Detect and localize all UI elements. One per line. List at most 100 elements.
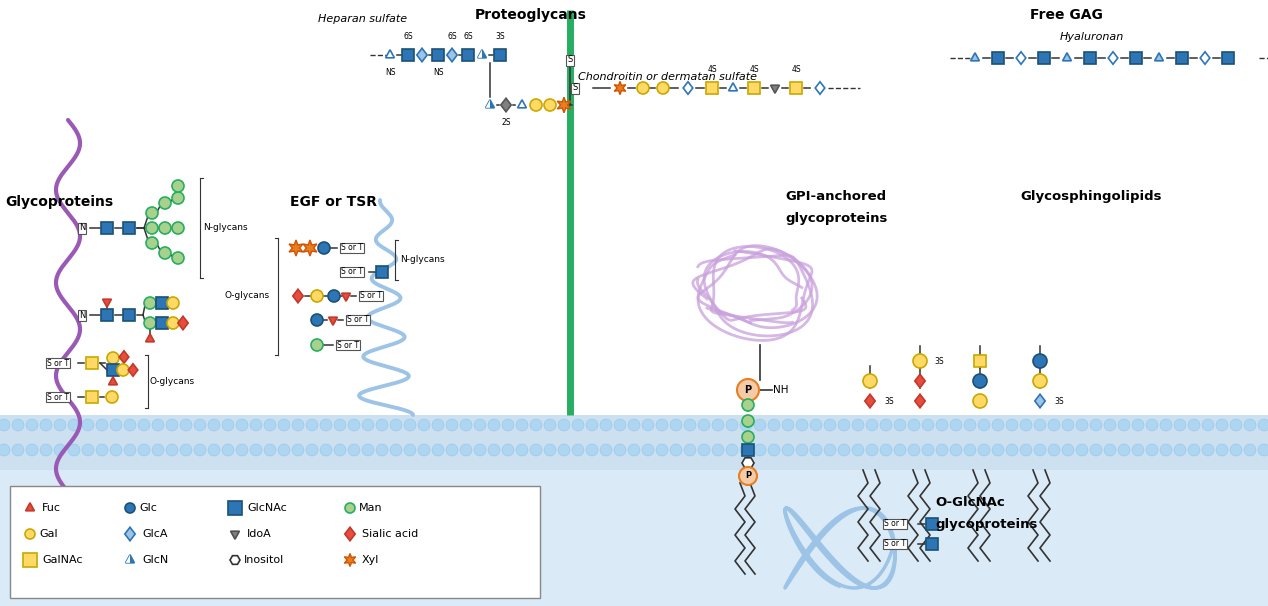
Circle shape (1019, 419, 1032, 431)
Circle shape (697, 444, 710, 456)
Polygon shape (109, 377, 118, 385)
Circle shape (82, 419, 94, 431)
Circle shape (96, 444, 108, 456)
Circle shape (328, 290, 340, 302)
Circle shape (292, 419, 304, 431)
Circle shape (978, 444, 990, 456)
Circle shape (68, 444, 80, 456)
Circle shape (418, 419, 430, 431)
Circle shape (558, 444, 571, 456)
Circle shape (166, 444, 178, 456)
Circle shape (992, 444, 1004, 456)
Polygon shape (446, 48, 458, 62)
Text: O-GlcNAc: O-GlcNAc (935, 496, 1004, 509)
Circle shape (250, 444, 262, 456)
Circle shape (502, 444, 514, 456)
Circle shape (530, 419, 541, 431)
Bar (1038, 52, 1050, 64)
Circle shape (614, 444, 626, 456)
Circle shape (1090, 419, 1102, 431)
Circle shape (768, 419, 780, 431)
Circle shape (1047, 419, 1060, 431)
Circle shape (516, 419, 527, 431)
Circle shape (838, 419, 850, 431)
Circle shape (614, 419, 626, 431)
Circle shape (992, 419, 1004, 431)
Polygon shape (614, 81, 625, 95)
Circle shape (586, 444, 598, 456)
Text: GlcN: GlcN (142, 555, 169, 565)
Circle shape (502, 419, 514, 431)
Circle shape (1146, 419, 1158, 431)
Polygon shape (231, 531, 240, 539)
Circle shape (460, 419, 472, 431)
Polygon shape (486, 100, 495, 108)
Text: NS: NS (384, 68, 396, 77)
Text: NH: NH (773, 385, 789, 395)
Bar (748, 82, 761, 95)
Text: S or T: S or T (347, 316, 369, 324)
Polygon shape (345, 553, 355, 567)
Circle shape (361, 444, 374, 456)
Circle shape (166, 419, 178, 431)
Bar (402, 49, 413, 61)
Circle shape (1174, 444, 1186, 456)
Polygon shape (729, 83, 738, 91)
Text: S or T: S or T (47, 359, 68, 367)
Circle shape (754, 444, 766, 456)
Circle shape (292, 444, 304, 456)
Circle shape (377, 419, 388, 431)
Bar (156, 296, 169, 310)
Circle shape (0, 444, 10, 456)
Circle shape (628, 444, 640, 456)
Circle shape (782, 419, 794, 431)
Circle shape (742, 415, 754, 427)
Circle shape (964, 444, 976, 456)
Circle shape (1188, 444, 1200, 456)
Bar (107, 364, 119, 376)
Polygon shape (815, 82, 824, 95)
Circle shape (544, 99, 555, 111)
Circle shape (117, 364, 129, 376)
Circle shape (1132, 444, 1144, 456)
Circle shape (600, 444, 612, 456)
Text: 4S: 4S (708, 65, 716, 74)
Circle shape (670, 444, 682, 456)
Circle shape (320, 419, 332, 431)
Circle shape (320, 444, 332, 456)
Polygon shape (1155, 53, 1164, 61)
Circle shape (138, 419, 150, 431)
Text: Fuc: Fuc (42, 503, 61, 513)
Text: N-glycans: N-glycans (203, 224, 247, 233)
Bar (926, 538, 938, 550)
Circle shape (1063, 444, 1074, 456)
Text: Proteoglycans: Proteoglycans (476, 8, 587, 22)
Circle shape (208, 444, 221, 456)
Circle shape (107, 352, 119, 364)
Circle shape (11, 444, 24, 456)
Text: Glc: Glc (139, 503, 157, 513)
Bar (0, 415, 1268, 470)
Circle shape (264, 419, 276, 431)
Text: 3S: 3S (935, 356, 943, 365)
Circle shape (908, 419, 921, 431)
Circle shape (311, 314, 323, 326)
Text: Chondroitin or dermatan sulfate: Chondroitin or dermatan sulfate (578, 72, 757, 82)
Circle shape (964, 419, 976, 431)
Polygon shape (914, 375, 926, 388)
Circle shape (278, 419, 290, 431)
Circle shape (446, 444, 458, 456)
Polygon shape (1016, 52, 1026, 64)
Text: S: S (567, 56, 573, 64)
Polygon shape (501, 98, 511, 112)
Polygon shape (126, 555, 134, 563)
Circle shape (68, 419, 80, 431)
Polygon shape (385, 50, 394, 58)
Circle shape (138, 444, 150, 456)
Text: 3S: 3S (884, 396, 894, 405)
Circle shape (950, 419, 962, 431)
Circle shape (27, 444, 38, 456)
Circle shape (936, 444, 948, 456)
Circle shape (146, 222, 158, 234)
Circle shape (922, 444, 935, 456)
